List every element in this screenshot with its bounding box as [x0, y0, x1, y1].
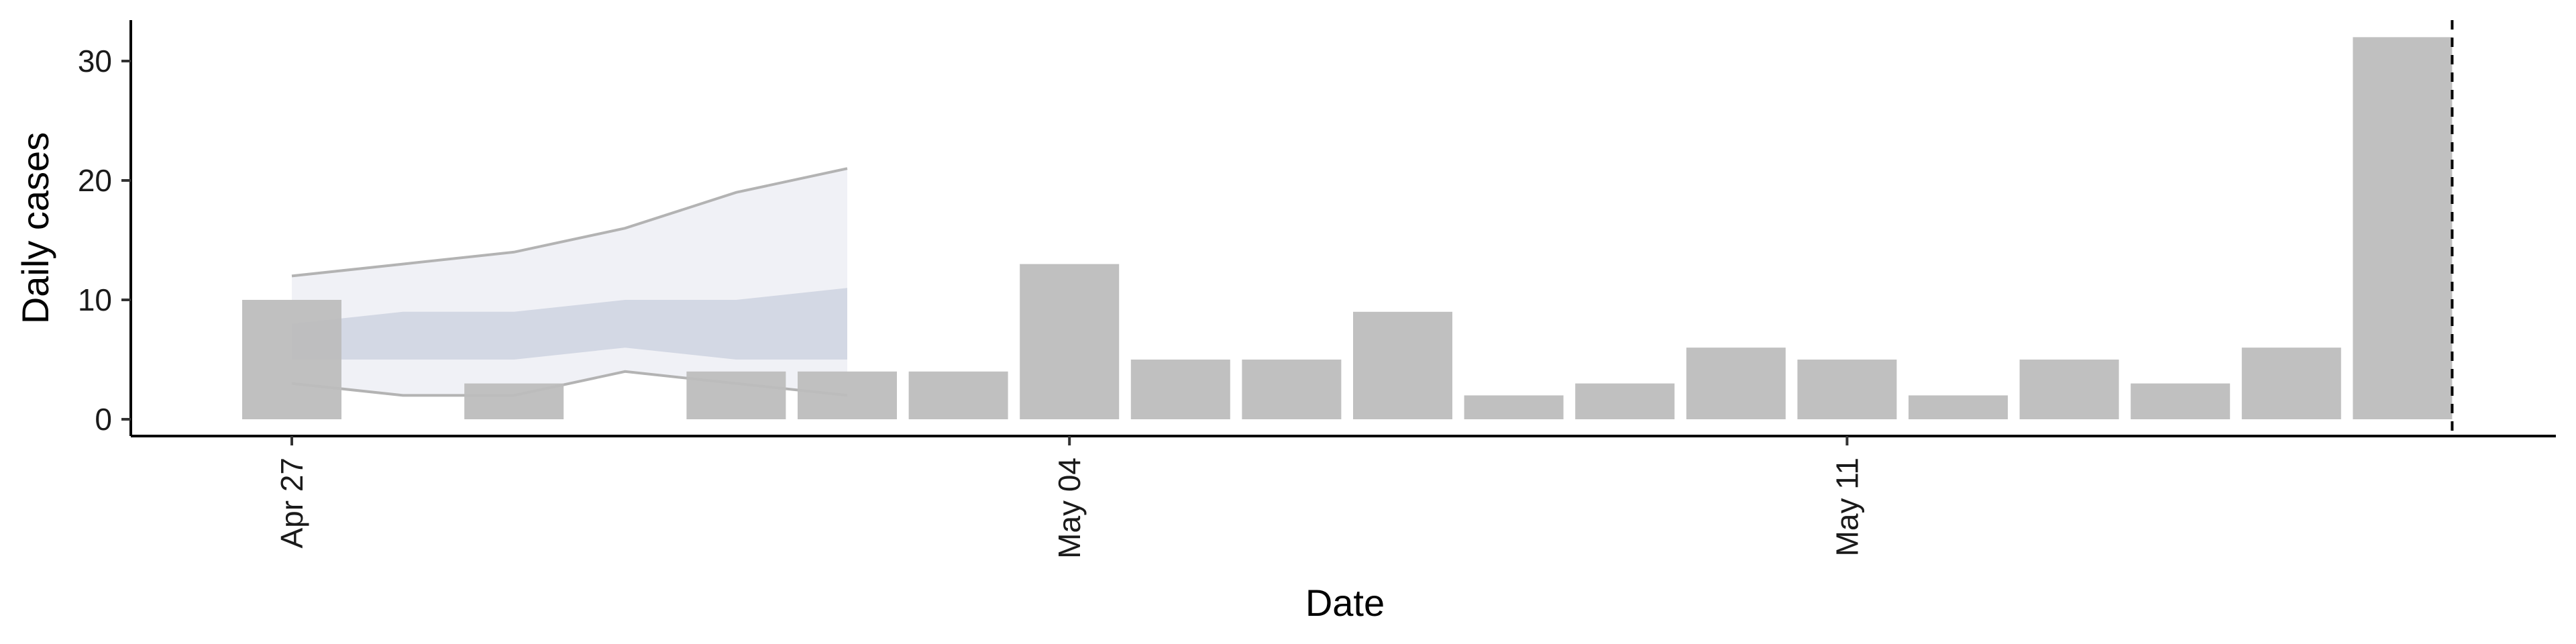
x-axis-title: Date [1305, 582, 1385, 624]
bar-2020-05-09 [1575, 383, 1675, 419]
bar-series [242, 37, 2453, 419]
x-tick-label: Apr 27 [274, 458, 309, 549]
y-axis-title: Daily cases [14, 132, 56, 324]
bar-2020-05-03 [908, 371, 1008, 419]
axes [129, 20, 2556, 437]
outer-forecast-band [291, 167, 848, 397]
bar-2020-05-13 [2019, 360, 2119, 419]
bar-2020-05-01 [686, 371, 786, 419]
bar-2020-05-05 [1130, 360, 1230, 419]
y-tick-label: 20 [78, 163, 112, 198]
tick-labels: 0 10 20 30 Apr 27 May 04 May 11 [78, 44, 1865, 559]
y-tick-label: 0 [95, 402, 112, 437]
inner-band-area [292, 288, 847, 360]
outer-band-area [292, 168, 847, 396]
bar-2020-04-29 [464, 383, 564, 419]
bar-2020-05-16 [2353, 37, 2453, 419]
bar-2020-05-14 [2131, 383, 2231, 419]
bar-2020-05-12 [1909, 395, 2008, 419]
outer-band-upper-edge [291, 167, 848, 278]
y-tick-label: 10 [78, 282, 112, 317]
y-tick-label: 30 [78, 44, 112, 78]
bar-2020-05-15 [2241, 347, 2341, 419]
bar-2020-05-07 [1353, 311, 1452, 419]
bar-2020-05-04 [1020, 264, 1120, 419]
bar-2020-04-27 [242, 300, 341, 419]
bar-2020-05-10 [1686, 347, 1786, 419]
inner-forecast-band [292, 288, 847, 360]
x-tick-label: May 04 [1052, 458, 1087, 559]
bar-2020-05-02 [798, 371, 897, 419]
bar-2020-05-06 [1242, 360, 1342, 419]
x-tick-label: May 11 [1829, 458, 1864, 556]
bar-2020-05-11 [1797, 360, 1897, 419]
bar-2020-05-08 [1464, 395, 1564, 419]
